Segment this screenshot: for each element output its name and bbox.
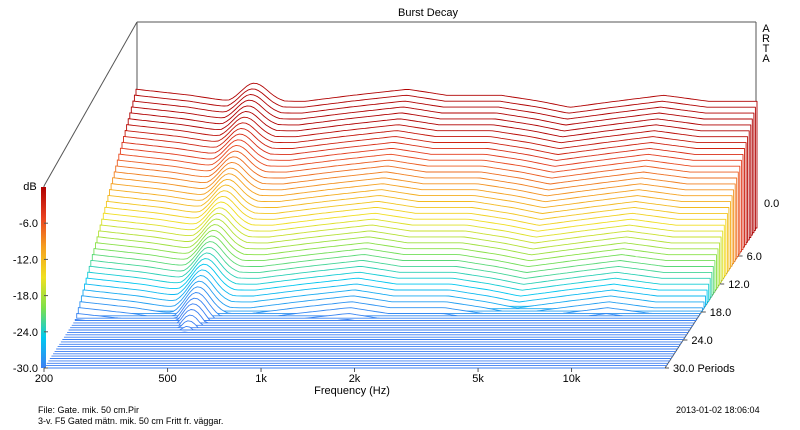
footer-timestamp: 2013-01-02 18:06:04 bbox=[676, 405, 760, 415]
z-axis-label: dB bbox=[23, 181, 36, 193]
colorbar-bar bbox=[41, 187, 46, 368]
footer-description: 3-v. F5 Gated mätn. mik. 50 cm Fritt fr.… bbox=[38, 416, 224, 426]
z-tick-label: -18.0 bbox=[13, 291, 38, 303]
x-tick-label: 10k bbox=[563, 373, 581, 385]
x-tick-label: 5k bbox=[472, 373, 484, 385]
footer-info: File: Gate. mik. 50 cm.Pir 3-v. F5 Gated… bbox=[38, 405, 223, 427]
period-tick-label: 12.0 bbox=[728, 279, 749, 291]
brand-letter: A bbox=[762, 53, 770, 65]
decay-slice bbox=[74, 303, 697, 321]
decay-slice bbox=[68, 325, 691, 331]
decay-slice bbox=[71, 314, 694, 326]
z-axis-ticks: -6.0 -12.0 -18.0 -24.0 -30.0 0.0 bbox=[13, 198, 779, 375]
period-tick-label: 18.0 bbox=[710, 307, 731, 319]
period-tick-label: 6.0 bbox=[747, 251, 762, 263]
brand-letter: R bbox=[762, 33, 770, 45]
brand-letter: T bbox=[763, 43, 770, 55]
decay-slice bbox=[85, 263, 708, 305]
x-tick-label: 1k bbox=[255, 373, 267, 385]
x-axis-ticks: 200 500 1k 2k 5k 10k bbox=[35, 368, 581, 385]
footer-file: File: Gate. mik. 50 cm.Pir bbox=[38, 405, 140, 415]
z-tick-label: -24.0 bbox=[13, 327, 38, 339]
period-tick-label: 24.0 bbox=[691, 335, 712, 347]
x-tick-label: 500 bbox=[158, 373, 176, 385]
left-depth-edge bbox=[43, 21, 138, 187]
brand-letter: A bbox=[762, 23, 770, 35]
x-tick-label: 200 bbox=[35, 373, 53, 385]
z-back-tick-label: 0.0 bbox=[764, 198, 779, 210]
decay-slice bbox=[84, 269, 706, 307]
x-tick-label: 2k bbox=[349, 373, 361, 385]
decay-slice bbox=[73, 309, 696, 324]
x-axis-label: Frequency (Hz) bbox=[314, 385, 390, 397]
chart-title: Burst Decay bbox=[398, 7, 458, 19]
y-axis-ticks: 6.0 12.0 18.0 24.0 30.0 Periods bbox=[665, 251, 762, 375]
decay-slice bbox=[70, 320, 692, 329]
z-tick-label: -30.0 bbox=[13, 363, 38, 375]
colorbar bbox=[41, 187, 46, 368]
z-tick-label: -12.0 bbox=[13, 254, 38, 266]
period-tick-label: 30.0 Periods bbox=[673, 363, 735, 375]
waterfall-slices bbox=[43, 82, 758, 369]
z-tick-label: -6.0 bbox=[19, 218, 38, 230]
